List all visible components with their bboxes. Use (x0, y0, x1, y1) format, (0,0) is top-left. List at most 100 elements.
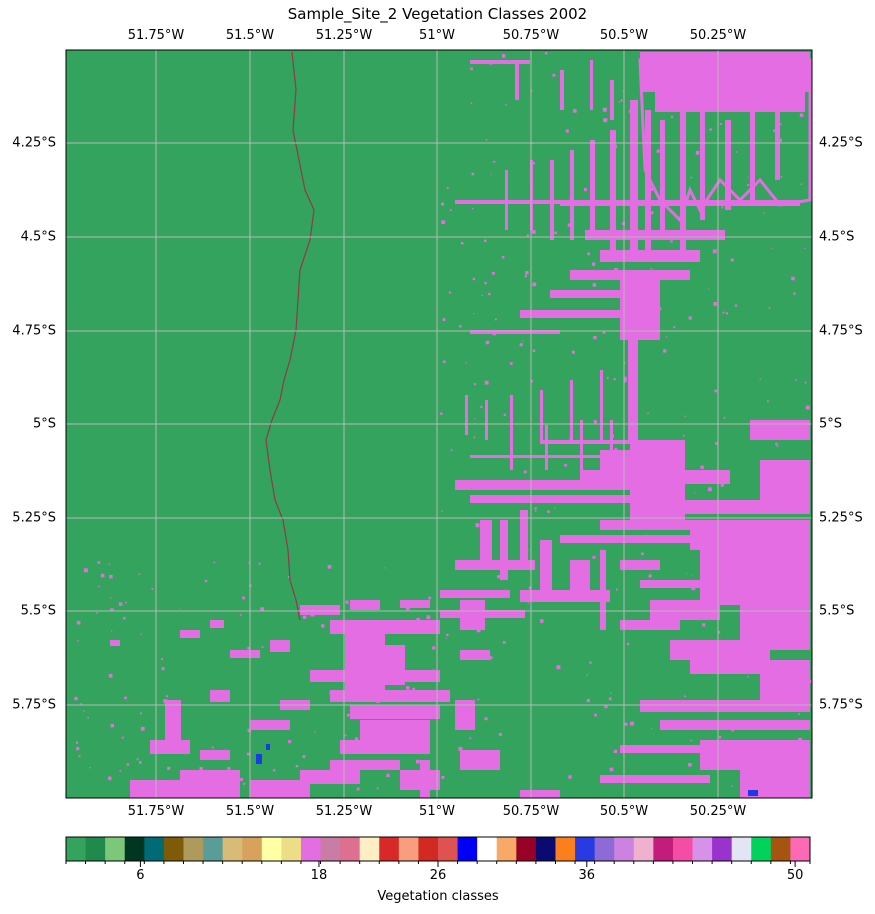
colorbar-swatch (418, 837, 439, 861)
deforestation-speck (573, 109, 577, 113)
deforestation-speck (414, 716, 416, 718)
deforestation-speck (705, 525, 708, 527)
deforestation-speck (529, 175, 532, 177)
left-lat-tick-label: 4.5°S (20, 229, 56, 245)
colorbar-swatch (614, 837, 635, 861)
colorbar-title: Vegetation classes (377, 889, 499, 904)
deforestation-speck (199, 766, 203, 771)
deforestation-speck (416, 759, 420, 764)
bottom-lon-tick-label: 50.25°W (689, 804, 747, 819)
deforestation-speck (140, 726, 145, 731)
deforestation-speck (109, 574, 113, 579)
deforestation-speck (260, 607, 265, 612)
deforestation-speck (700, 465, 704, 469)
deforestation-speck (688, 259, 691, 262)
left-lat-tick-label: 5.25°S (12, 510, 56, 526)
deforestation-speck (699, 618, 701, 620)
deforestation-speck (110, 724, 114, 728)
deforestation-speck (569, 197, 572, 199)
deforestation-speck (568, 775, 572, 779)
deforestation-speck (498, 733, 502, 736)
deforestation-speck (111, 641, 115, 645)
colorbar-tick-label: 6 (136, 868, 145, 883)
right-lat-tick-label: 5.25°S (819, 510, 863, 526)
deforestation-speck (718, 736, 722, 739)
deforestation-speck (87, 716, 89, 719)
deforestation-speck (540, 619, 544, 623)
deforestation-speck (469, 737, 472, 740)
colorbar-swatch (242, 837, 263, 861)
deforestation-speck (306, 702, 310, 706)
deforestation-speck (475, 594, 477, 596)
deforestation-speck (140, 633, 142, 635)
deforestation-speck (125, 601, 127, 604)
deforestation-speck (623, 376, 627, 381)
deforestation-speck (614, 268, 618, 272)
deforestation-speck (608, 697, 612, 701)
deforestation-speck (490, 173, 492, 175)
deforestation-speck (248, 562, 250, 564)
deforestation-speck (714, 389, 718, 393)
deforestation-speck (654, 303, 659, 308)
deforestation-speck (344, 734, 347, 737)
deforestation-speck (775, 442, 778, 446)
deforestation-speck (108, 673, 113, 678)
deforestation-speck (445, 637, 447, 639)
deforestation-speck (804, 381, 807, 384)
deforestation-speck (647, 412, 649, 415)
deforestation-speck (519, 343, 523, 347)
deforestation-speck (606, 377, 609, 379)
deforestation-speck (736, 151, 738, 153)
bottom-lon-tick-label: 50.75°W (502, 804, 560, 819)
deforestation-speck (111, 630, 113, 632)
deforestation-speck (211, 746, 214, 749)
colorbar-swatch (144, 837, 165, 861)
deforestation-speck (641, 552, 644, 556)
deforestation-layer (74, 51, 812, 798)
bottom-lon-tick-label: 51.5°W (225, 804, 275, 819)
deforestation-speck (352, 654, 355, 658)
colorbar-swatch (163, 837, 184, 861)
deforestation-speck (472, 277, 475, 281)
deforestation-speck (354, 737, 358, 741)
deforestation-speck (798, 713, 800, 715)
deforestation-speck (609, 767, 614, 772)
deforestation-speck (488, 292, 491, 296)
deforestation-speck (100, 573, 105, 578)
deforestation-speck (747, 176, 749, 178)
deforestation-speck (432, 646, 436, 650)
deforestation-speck (722, 641, 726, 645)
deforestation-speck (626, 642, 630, 646)
colorbar-swatch (712, 837, 733, 861)
deforestation-speck (589, 661, 592, 664)
deforestation-speck (501, 255, 505, 259)
deforestation-speck (684, 415, 686, 417)
deforestation-speck (327, 565, 332, 569)
deforestation-speck (433, 668, 435, 670)
deforestation-speck (263, 788, 266, 791)
deforestation-speck (625, 520, 627, 522)
deforestation-speck (527, 601, 529, 604)
right-lat-tick-label: 5.75°S (819, 697, 863, 713)
deforestation-speck (675, 536, 678, 539)
deforestation-speck (480, 405, 483, 408)
deforestation-speck (613, 144, 617, 148)
right-lat-tick-label: 4.25°S (819, 135, 863, 151)
colorbar-swatch (105, 837, 126, 861)
deforestation-speck (107, 776, 112, 781)
deforestation-speck (728, 564, 731, 567)
deforestation-speck (532, 162, 535, 165)
deforestation-speck (665, 336, 668, 338)
deforestation-speck (790, 645, 793, 649)
deforestation-speck (542, 313, 545, 315)
deforestation-speck (83, 710, 85, 712)
deforestation-speck (614, 448, 618, 452)
colorbar-swatch (281, 837, 302, 861)
colorbar (66, 837, 811, 861)
deforestation-speck (656, 149, 660, 153)
deforestation-speck (481, 294, 483, 297)
colorbar-tick-label: 26 (429, 868, 447, 883)
deforestation-speck (315, 677, 318, 680)
deforestation-speck (721, 206, 724, 209)
deforestation-speck (75, 741, 79, 744)
